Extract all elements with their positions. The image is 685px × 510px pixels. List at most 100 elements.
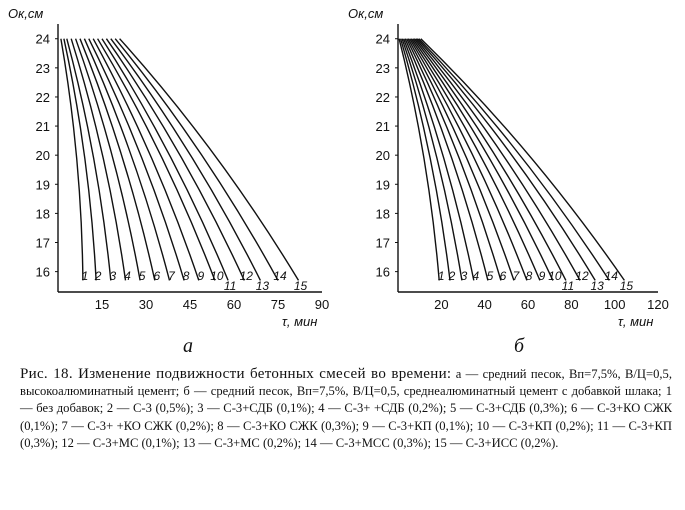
x-tick-label: 15 bbox=[95, 297, 109, 312]
series-number-label: 4 bbox=[124, 269, 131, 283]
series-number-label: 3 bbox=[461, 269, 468, 283]
series-line-1 bbox=[60, 38, 84, 281]
series-number-label: 8 bbox=[183, 269, 190, 283]
series-line-8 bbox=[409, 38, 528, 281]
series-line-15 bbox=[119, 38, 300, 281]
series-line-13 bbox=[110, 38, 262, 281]
series-line-3 bbox=[401, 38, 463, 281]
y-axis-label: Ок,см bbox=[8, 6, 43, 21]
y-tick-label: 23 bbox=[376, 61, 390, 76]
x-tick-label: 120 bbox=[647, 297, 669, 312]
x-axis-label: τ, мин bbox=[282, 314, 317, 329]
x-tick-label: 60 bbox=[227, 297, 241, 312]
series-line-9 bbox=[410, 38, 541, 281]
series-number-label: 6 bbox=[153, 269, 160, 283]
series-number-label: 11 bbox=[562, 279, 574, 293]
y-tick-label: 22 bbox=[36, 90, 50, 105]
series-line-11 bbox=[413, 38, 567, 281]
panel-label: а bbox=[183, 335, 193, 357]
series-number-label: 4 bbox=[472, 269, 479, 283]
y-axis-label: Ок,см bbox=[348, 6, 383, 21]
x-tick-label: 60 bbox=[521, 297, 535, 312]
series-number-label: 2 bbox=[94, 269, 102, 283]
y-tick-label: 16 bbox=[376, 265, 390, 280]
series-number-label: 13 bbox=[590, 279, 604, 293]
y-tick-label: 18 bbox=[36, 206, 50, 221]
y-tick-label: 22 bbox=[376, 90, 390, 105]
series-number-label: 1 bbox=[82, 269, 89, 283]
series-line-15 bbox=[420, 38, 625, 281]
series-line-14 bbox=[418, 38, 610, 281]
caption-body: а — средний песок, Вп=7,5%, В/Ц=0,5, выс… bbox=[20, 367, 672, 450]
series-number-label: 11 bbox=[224, 279, 236, 293]
series-number-label: 6 bbox=[500, 269, 507, 283]
caption-title: Рис. 18. Изменение подвижности бетонных … bbox=[20, 366, 452, 382]
series-line-7 bbox=[83, 38, 171, 281]
series-line-12 bbox=[105, 38, 245, 281]
series-number-label: 15 bbox=[294, 279, 308, 293]
series-line-1 bbox=[398, 38, 440, 281]
series-number-label: 12 bbox=[575, 269, 589, 283]
y-tick-label: 23 bbox=[36, 61, 50, 76]
series-number-label: 3 bbox=[109, 269, 116, 283]
series-line-2 bbox=[399, 38, 451, 281]
y-tick-label: 24 bbox=[376, 32, 390, 47]
series-number-label: 5 bbox=[139, 269, 146, 283]
series-line-10 bbox=[96, 38, 216, 281]
series-line-8 bbox=[88, 38, 185, 281]
x-tick-label: 90 bbox=[315, 297, 329, 312]
y-tick-label: 16 bbox=[36, 265, 50, 280]
series-number-label: 15 bbox=[620, 279, 634, 293]
x-tick-label: 30 bbox=[139, 297, 153, 312]
series-number-label: 10 bbox=[548, 269, 562, 283]
series-line-13 bbox=[416, 38, 596, 281]
y-tick-label: 19 bbox=[376, 177, 390, 192]
panel-label: б bbox=[514, 335, 525, 357]
series-line-5 bbox=[404, 38, 489, 281]
y-tick-label: 17 bbox=[376, 236, 390, 251]
series-line-3 bbox=[66, 38, 112, 281]
y-tick-label: 20 bbox=[36, 148, 50, 163]
series-line-10 bbox=[412, 38, 554, 281]
series-number-label: 14 bbox=[273, 269, 287, 283]
y-tick-label: 24 bbox=[36, 32, 50, 47]
series-number-label: 8 bbox=[526, 269, 533, 283]
x-tick-label: 40 bbox=[477, 297, 491, 312]
series-number-label: 5 bbox=[487, 269, 494, 283]
series-line-14 bbox=[114, 38, 279, 281]
series-number-label: 12 bbox=[240, 269, 254, 283]
series-line-6 bbox=[79, 38, 156, 281]
series-number-label: 13 bbox=[256, 279, 270, 293]
y-tick-label: 17 bbox=[36, 236, 50, 251]
series-number-label: 14 bbox=[605, 269, 619, 283]
x-tick-label: 100 bbox=[604, 297, 626, 312]
x-axis-label: τ, мин bbox=[618, 314, 653, 329]
series-number-label: 2 bbox=[448, 269, 456, 283]
series-line-9 bbox=[92, 38, 200, 281]
y-tick-label: 18 bbox=[376, 206, 390, 221]
series-number-label: 7 bbox=[168, 269, 176, 283]
y-tick-label: 21 bbox=[376, 119, 390, 134]
y-tick-label: 21 bbox=[36, 119, 50, 134]
x-tick-label: 20 bbox=[434, 297, 448, 312]
series-line-5 bbox=[74, 38, 141, 281]
series-number-label: 9 bbox=[539, 269, 546, 283]
series-line-6 bbox=[406, 38, 502, 281]
figure-caption: Рис. 18. Изменение подвижности бетонных … bbox=[20, 366, 672, 452]
y-tick-label: 19 bbox=[36, 177, 50, 192]
series-line-7 bbox=[407, 38, 515, 281]
series-number-label: 9 bbox=[197, 269, 204, 283]
series-line-2 bbox=[63, 38, 97, 281]
series-number-label: 10 bbox=[210, 269, 224, 283]
series-line-12 bbox=[415, 38, 581, 281]
x-tick-label: 80 bbox=[564, 297, 578, 312]
y-tick-label: 20 bbox=[376, 148, 390, 163]
x-tick-label: 75 bbox=[271, 297, 285, 312]
series-line-11 bbox=[101, 38, 229, 281]
series-number-label: 1 bbox=[438, 269, 445, 283]
series-line-4 bbox=[402, 38, 475, 281]
series-line-4 bbox=[70, 38, 127, 281]
series-number-label: 7 bbox=[513, 269, 521, 283]
x-tick-label: 45 bbox=[183, 297, 197, 312]
